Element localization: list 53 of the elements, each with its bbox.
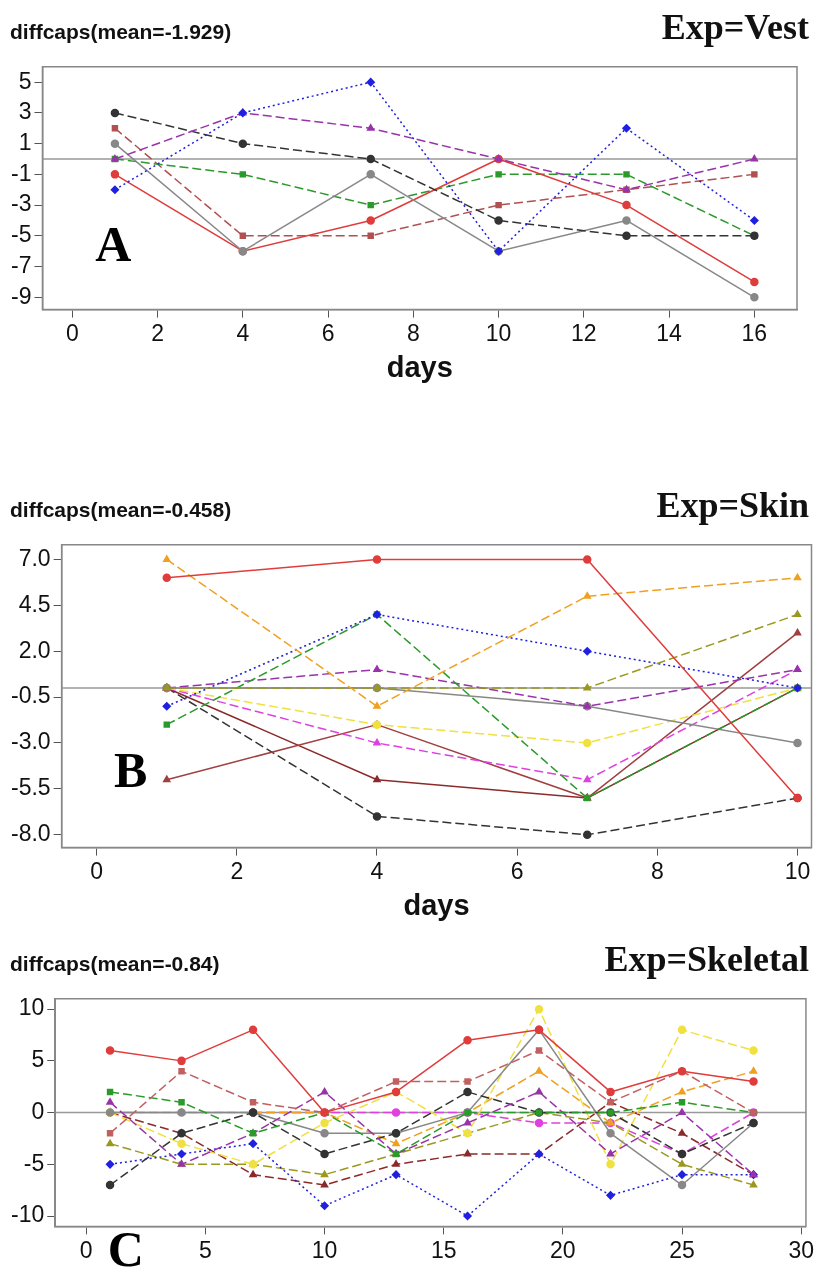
annotation: C [107, 1221, 144, 1268]
x-tick-label: 30 [788, 1236, 814, 1263]
x-tick-label: 0 [79, 1236, 93, 1263]
x-tick-label: 0 [65, 319, 79, 346]
annotation: B [114, 742, 148, 799]
x-tick-label: 4 [236, 319, 250, 346]
y-tick-label: -8.0 [10, 820, 51, 847]
x-tick-label: 10 [485, 319, 512, 346]
x-tick-label: 8 [406, 319, 420, 346]
x-tick-label: 2 [151, 319, 164, 346]
x-tick-label: 14 [656, 319, 683, 346]
x-tick-label: 8 [650, 857, 664, 884]
annotation: A [95, 216, 132, 273]
x-axis-title: days [386, 350, 453, 383]
y-tick-label: 5 [31, 1046, 45, 1073]
y-tick-label: -5 [23, 1149, 45, 1176]
x-tick-label: 6 [510, 857, 524, 884]
x-tick-label: 16 [741, 319, 768, 346]
x-tick-label: 4 [370, 857, 384, 884]
y-tick-label: -3 [11, 190, 32, 217]
x-tick-label: 12 [571, 319, 597, 346]
chart-title: Exp=Skeletal [604, 938, 809, 980]
chart-title: Exp=Skin [656, 484, 809, 526]
x-tick-label: 10 [311, 1236, 338, 1263]
y-tick-label: -10 [10, 1201, 45, 1228]
x-tick-label: 10 [784, 857, 811, 884]
y-tick-label: 4.5 [18, 590, 51, 617]
y-tick-label: -5.5 [10, 774, 51, 801]
x-tick-label: 2 [230, 857, 244, 884]
x-tick-label: 25 [669, 1236, 695, 1263]
y-tick-label: -7 [11, 251, 32, 278]
y-axis-title: diffcaps(mean=-1.929) [10, 20, 232, 44]
chart-title: Exp=Vest [661, 6, 809, 48]
y-tick-label: 1 [18, 128, 32, 155]
x-tick-label: 15 [430, 1236, 457, 1263]
y-tick-label: 7.0 [18, 544, 51, 571]
y-tick-label: -0.5 [10, 682, 51, 709]
y-tick-label: -1 [11, 159, 32, 186]
y-axis-title: diffcaps(mean=-0.84) [10, 952, 220, 976]
x-tick-label: 0 [90, 857, 104, 884]
y-axis-title: diffcaps(mean=-0.458) [10, 498, 232, 522]
x-axis-title: days [403, 888, 470, 921]
x-tick-label: 6 [321, 319, 335, 346]
x-tick-label: 20 [550, 1236, 576, 1263]
y-tick-label: 5 [18, 67, 32, 94]
y-tick-label: 10 [18, 994, 45, 1021]
y-tick-label: -9 [11, 282, 32, 309]
y-tick-label: 2.0 [18, 636, 51, 663]
x-tick-label: 5 [198, 1236, 212, 1263]
y-tick-label: 0 [31, 1097, 45, 1124]
y-tick-label: -5 [11, 221, 32, 248]
y-tick-label: -3.0 [10, 728, 51, 755]
y-tick-label: 3 [18, 98, 32, 125]
